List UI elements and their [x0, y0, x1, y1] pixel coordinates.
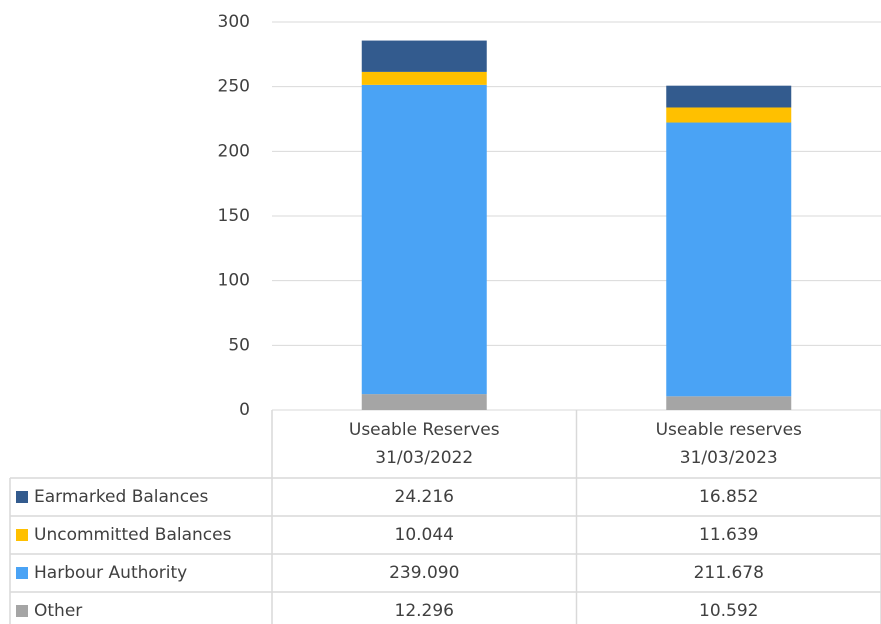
bar-segment — [666, 396, 792, 410]
table-value: 11.639 — [699, 525, 758, 545]
y-tick-label: 100 — [218, 271, 250, 291]
table-value: 211.678 — [694, 563, 764, 583]
bar-segment — [666, 107, 792, 123]
y-tick-label: 0 — [239, 400, 250, 420]
table-value: 239.090 — [389, 563, 459, 583]
table-value: 12.296 — [395, 601, 454, 621]
bar-segment — [361, 394, 487, 410]
category-label: Useable Reserves 31/03/2022 — [349, 420, 500, 468]
legend-label: Other — [34, 601, 82, 621]
legend-swatch — [16, 567, 28, 579]
legend-label: Uncommitted Balances — [34, 525, 232, 545]
y-tick-label: 200 — [218, 141, 250, 161]
bar-segment — [666, 85, 792, 108]
bar-segment — [666, 122, 792, 397]
category-label: Useable reserves 31/03/2023 — [656, 420, 802, 468]
bar-segment — [361, 71, 487, 85]
y-tick-label: 50 — [228, 335, 250, 355]
bar-segment — [361, 84, 487, 395]
legend-label: Earmarked Balances — [34, 487, 209, 507]
y-tick-label: 250 — [218, 77, 250, 97]
y-tick-label: 300 — [218, 12, 250, 32]
bar-segment — [361, 40, 487, 72]
legend-swatch — [16, 605, 28, 617]
legend-label: Harbour Authority — [34, 563, 187, 583]
table-value: 10.592 — [699, 601, 758, 621]
y-tick-label: 150 — [218, 206, 250, 226]
legend-swatch — [16, 529, 28, 541]
table-value: 16.852 — [699, 487, 758, 507]
table-value: 10.044 — [395, 525, 454, 545]
table-value: 24.216 — [395, 487, 454, 507]
legend-swatch — [16, 491, 28, 503]
